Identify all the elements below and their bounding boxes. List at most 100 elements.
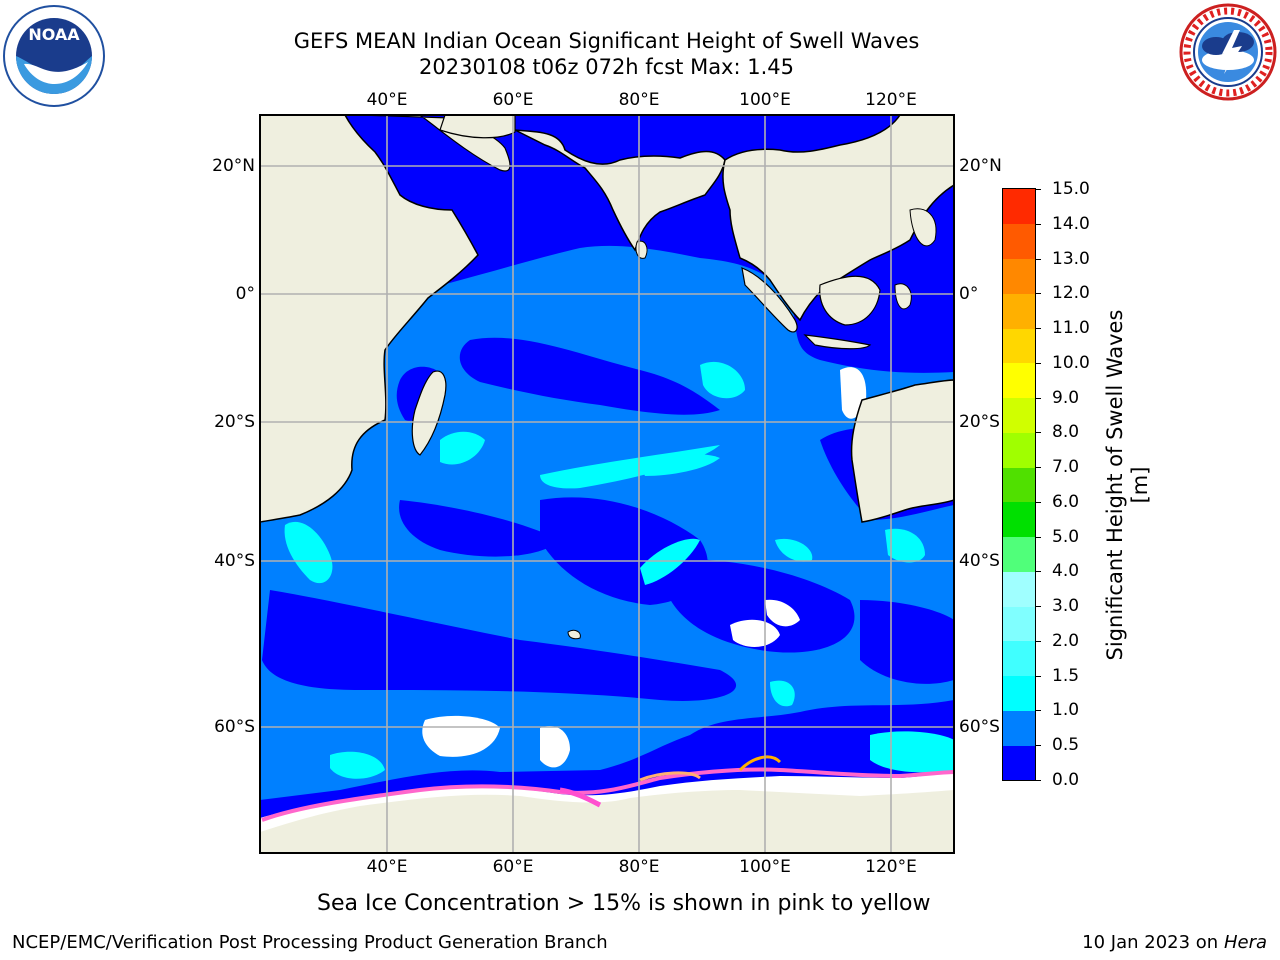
colorbar-segment-13.0 xyxy=(1003,223,1035,259)
colorbar-label: Significant Height of Swell Waves [m] xyxy=(1103,309,1152,661)
colorbar-tick-mark xyxy=(1035,780,1041,781)
chart-title: GEFS MEAN Indian Ocean Significant Heigh… xyxy=(293,29,920,53)
colorbar-tick-label: 10.0 xyxy=(1052,352,1090,373)
colorbar-tick-label: 2.0 xyxy=(1052,630,1080,651)
colorbar-segment-12.0 xyxy=(1003,258,1035,294)
colorbar-tick-mark xyxy=(1035,745,1041,747)
colorbar-tick-mark xyxy=(1035,397,1041,399)
colorbar-tick-label: 0.5 xyxy=(1052,735,1080,756)
colorbar-tick-mark xyxy=(1035,189,1041,190)
colorbar-segment-0.5 xyxy=(1003,710,1035,746)
borneo xyxy=(819,275,881,326)
sea-ice-high xyxy=(738,755,782,772)
sumatra xyxy=(741,267,798,333)
lat-label-right-60s: 60°S xyxy=(959,717,1000,737)
kerguelen-island xyxy=(567,629,581,640)
chart-subtitle: 20230108 t06z 072h fcst Max: 1.45 xyxy=(419,55,794,79)
noaa-logo: NOAA xyxy=(3,5,105,107)
colorbar-tick-label: 0.0 xyxy=(1052,770,1080,790)
colorbar-tick-label: 3.0 xyxy=(1052,596,1080,617)
lat-label-left-20s: 20°S xyxy=(214,412,255,432)
footer-date: 10 Jan 2023 on Hera xyxy=(1082,932,1267,954)
australia xyxy=(850,379,954,523)
nws-logo xyxy=(1179,3,1277,101)
colorbar-tick-label: 8.0 xyxy=(1052,422,1080,443)
colorbar-segment-4.0 xyxy=(1003,536,1035,572)
noaa-logo-text: NOAA xyxy=(28,25,80,44)
colorbar-tick-label: 5.0 xyxy=(1052,526,1080,547)
madagascar xyxy=(411,370,447,456)
colorbar-tick-label: 4.0 xyxy=(1052,561,1080,582)
lat-label-left-0: 0° xyxy=(235,284,255,304)
colorbar-tick-label: 7.0 xyxy=(1052,457,1080,478)
colorbar-tick-label: 1.0 xyxy=(1052,700,1080,721)
colorbar-tick-label: 13.0 xyxy=(1052,248,1090,269)
colorbar-tick-label: 9.0 xyxy=(1052,387,1080,408)
colorbar-tick-mark xyxy=(1035,432,1041,434)
ice-shelf xyxy=(260,772,954,832)
colorbar-segment-1.0 xyxy=(1003,675,1035,711)
colorbar-tick-mark xyxy=(1035,328,1041,330)
sulawesi xyxy=(894,283,912,310)
colorbar-tick-mark xyxy=(1035,467,1041,469)
colorbar-tick-mark xyxy=(1035,606,1041,608)
colorbar-segment-8.0 xyxy=(1003,397,1035,433)
colorbar-tick-mark xyxy=(1035,293,1041,295)
lat-label-right-20s: 20°S xyxy=(959,412,1000,432)
africa xyxy=(260,115,479,523)
lon-label-top-100e: 100°E xyxy=(739,90,791,110)
colorbar-segment-0.0 xyxy=(1003,745,1035,781)
colorbar-segment-7.0 xyxy=(1003,432,1035,468)
colorbar-tick-mark xyxy=(1035,362,1041,364)
lon-label-bottom-120e: 120°E xyxy=(865,857,917,877)
colorbar-tick-label: 12.0 xyxy=(1052,283,1090,304)
colorbar-segment-2.0 xyxy=(1003,606,1035,642)
colorbar-tick-mark xyxy=(1035,258,1041,260)
colorbar-tick-mark xyxy=(1035,675,1041,677)
footer-credit: NCEP/EMC/Verification Post Processing Pr… xyxy=(12,932,608,953)
lat-label-left-40s: 40°S xyxy=(214,551,255,571)
lat-label-right-20n: 20°N xyxy=(959,156,1002,176)
colorbar-tick-label: 14.0 xyxy=(1052,213,1090,234)
lon-label-bottom-60e: 60°E xyxy=(492,857,534,877)
colorbar-tick-label: 6.0 xyxy=(1052,491,1080,512)
colorbar xyxy=(1002,188,1036,781)
map-frame xyxy=(259,114,955,854)
colorbar-tick-label: 15.0 xyxy=(1052,179,1090,199)
lon-label-top-40e: 40°E xyxy=(366,90,408,110)
lat-label-right-40s: 40°S xyxy=(959,551,1000,571)
india xyxy=(514,129,726,252)
philippines xyxy=(909,208,937,247)
lat-label-left-60s: 60°S xyxy=(214,717,255,737)
colorbar-segment-14.0 xyxy=(1003,189,1035,225)
lon-label-top-60e: 60°E xyxy=(492,90,534,110)
sea-ice-low xyxy=(559,787,602,808)
colorbar-tick-mark xyxy=(1035,710,1041,712)
colorbar-tick-mark xyxy=(1035,223,1041,225)
footer-date-text: 10 Jan 2023 on xyxy=(1082,932,1224,953)
sea-ice-edge xyxy=(261,767,954,822)
footer-machine: Hera xyxy=(1223,932,1267,953)
colorbar-tick-mark xyxy=(1035,501,1041,503)
colorbar-segment-5.0 xyxy=(1003,501,1035,538)
sea-ice-note: Sea Ice Concentration > 15% is shown in … xyxy=(317,891,931,916)
colorbar-segment-6.0 xyxy=(1003,467,1035,503)
colorbar-tick-mark xyxy=(1035,536,1041,538)
colorbar-segment-1.5 xyxy=(1003,640,1035,677)
lon-label-bottom-40e: 40°E xyxy=(366,857,408,877)
lat-label-left-20n: 20°N xyxy=(212,156,255,176)
persia xyxy=(439,115,516,139)
colorbar-segment-9.0 xyxy=(1003,362,1035,399)
java xyxy=(803,334,872,350)
lon-label-bottom-80e: 80°E xyxy=(618,857,660,877)
colorbar-segment-11.0 xyxy=(1003,293,1035,329)
colorbar-tick-mark xyxy=(1035,571,1041,573)
lon-label-bottom-100e: 100°E xyxy=(739,857,791,877)
colorbar-segment-3.0 xyxy=(1003,571,1035,607)
lon-label-top-120e: 120°E xyxy=(865,90,917,110)
sea-ice-mid xyxy=(639,771,701,782)
map-gridlines xyxy=(260,115,954,853)
swell-pockets-low xyxy=(262,337,954,767)
colorbar-tick-mark xyxy=(1035,640,1041,642)
